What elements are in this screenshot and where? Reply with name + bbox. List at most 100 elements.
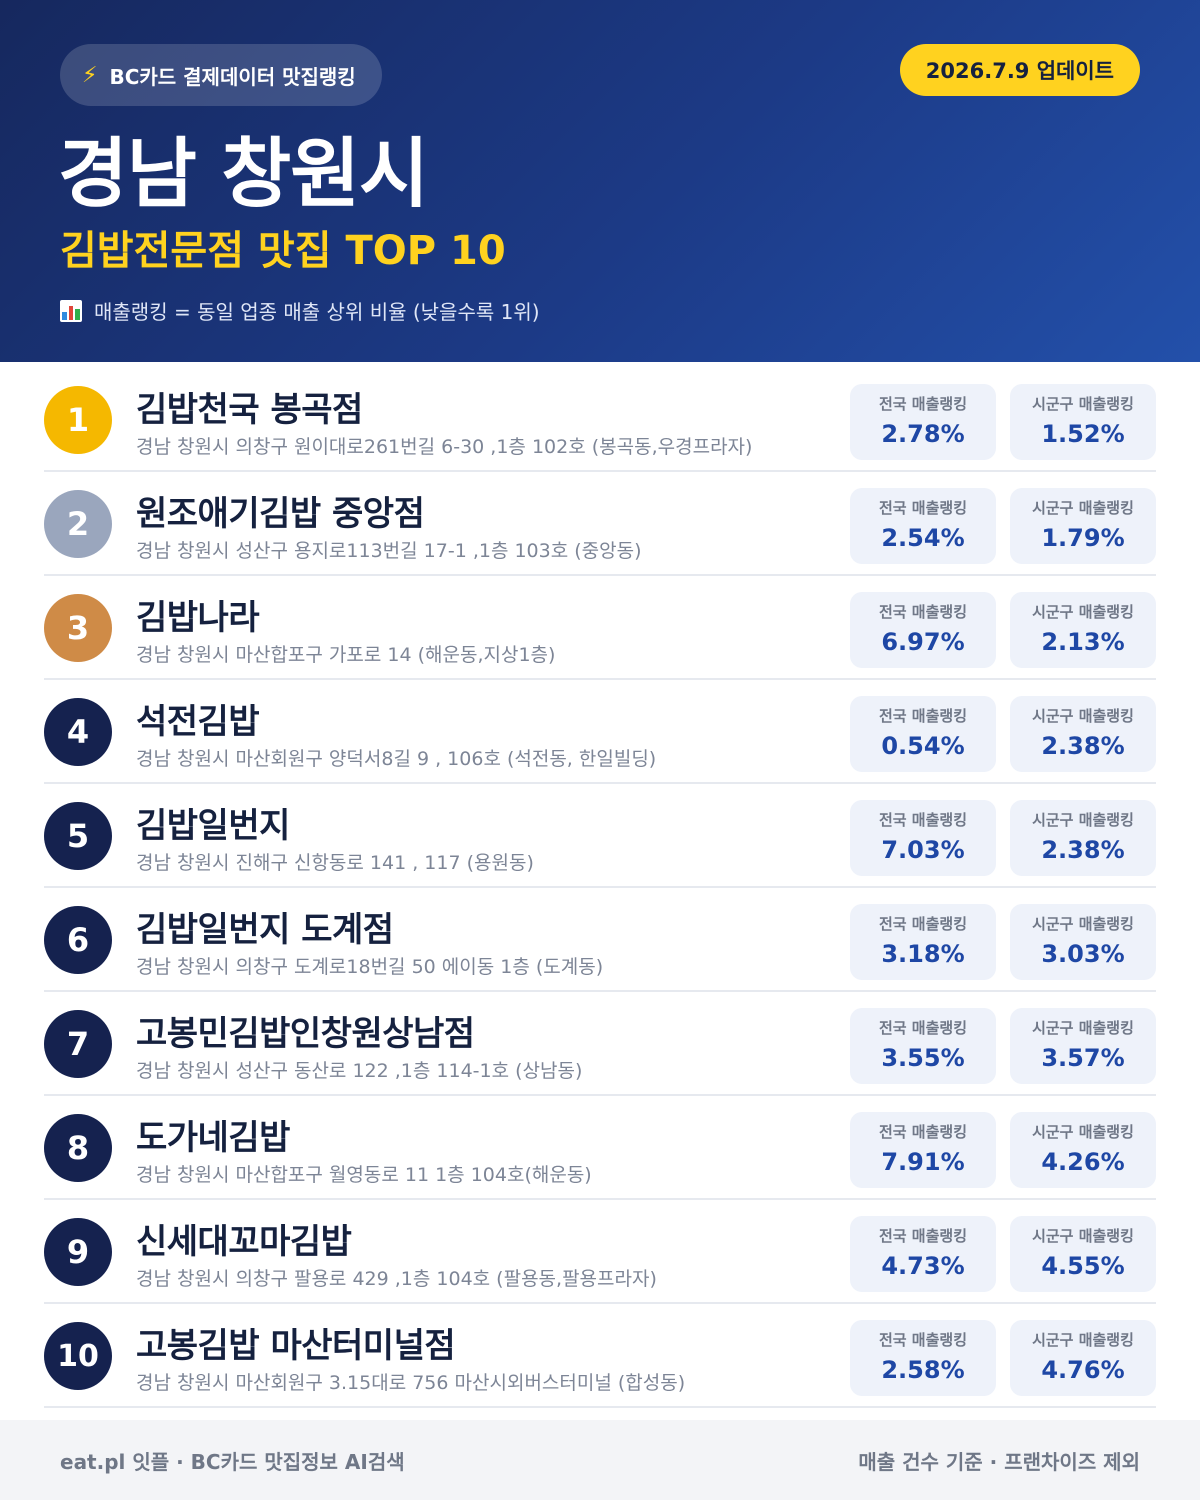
rank-badge: 2 xyxy=(44,490,112,558)
district-ranking-value: 2.38% xyxy=(1041,732,1125,760)
national-ranking-card: 전국 매출랭킹 2.78% xyxy=(850,384,996,460)
national-ranking-card: 전국 매출랭킹 2.58% xyxy=(850,1320,996,1396)
national-ranking-label: 전국 매출랭킹 xyxy=(878,915,968,933)
district-ranking-card: 시군구 매출랭킹 4.76% xyxy=(1010,1320,1156,1396)
national-ranking-value: 3.18% xyxy=(881,940,965,968)
national-ranking-label: 전국 매출랭킹 xyxy=(878,707,968,725)
district-ranking-value: 4.76% xyxy=(1041,1356,1125,1384)
header-banner: ⚡ BC카드 결제데이터 맛집랭킹 2026.7.9 업데이트 경남 창원시 김… xyxy=(0,0,1200,362)
rank-badge: 8 xyxy=(44,1114,112,1182)
national-ranking-card: 전국 매출랭킹 3.55% xyxy=(850,1008,996,1084)
district-ranking-label: 시군구 매출랭킹 xyxy=(1032,395,1134,413)
national-ranking-value: 3.55% xyxy=(881,1044,965,1072)
district-ranking-value: 2.13% xyxy=(1041,628,1125,656)
district-ranking-value: 4.55% xyxy=(1041,1252,1125,1280)
national-ranking-card: 전국 매출랭킹 7.91% xyxy=(850,1112,996,1188)
badge-text: BC카드 결제데이터 맛집랭킹 xyxy=(109,64,356,89)
restaurant-name: 석전김밥 xyxy=(136,702,260,742)
source-badge: ⚡ BC카드 결제데이터 맛집랭킹 xyxy=(60,44,382,106)
restaurant-address: 경남 창원시 마산합포구 월영동로 11 1층 104호(해운동) xyxy=(136,1164,592,1186)
national-ranking-value: 2.58% xyxy=(881,1356,965,1384)
national-ranking-value: 7.03% xyxy=(881,836,965,864)
restaurant-row[interactable]: 2 원조애기김밥 중앙점 경남 창원시 성산구 용지로113번길 17-1 ,1층 … xyxy=(44,472,1156,576)
district-ranking-value: 3.57% xyxy=(1041,1044,1125,1072)
district-ranking-label: 시군구 매출랭킹 xyxy=(1032,1123,1134,1141)
rank-badge: 7 xyxy=(44,1010,112,1078)
district-ranking-label: 시군구 매출랭킹 xyxy=(1032,1331,1134,1349)
national-ranking-value: 2.54% xyxy=(881,524,965,552)
lightning-bolt-icon: ⚡ xyxy=(82,62,98,88)
rank-badge: 1 xyxy=(44,386,112,454)
national-ranking-label: 전국 매출랭킹 xyxy=(878,499,968,517)
footer-note: 매출 건수 기준 · 프랜차이즈 제외 xyxy=(858,1449,1140,1474)
rank-badge: 4 xyxy=(44,698,112,766)
national-ranking-value: 6.97% xyxy=(881,628,965,656)
restaurant-address: 경남 창원시 의창구 팔용로 429 ,1층 104호 (팔용동,팔용프라자) xyxy=(136,1268,657,1290)
footer: eat.pl 잇플 · BC카드 맛집정보 AI검색 매출 건수 기준 · 프랜… xyxy=(0,1420,1200,1500)
national-ranking-value: 4.73% xyxy=(881,1252,965,1280)
restaurant-name: 김밥일번지 xyxy=(136,806,290,846)
restaurant-name: 김밥일번지 도계점 xyxy=(136,910,394,950)
restaurant-row[interactable]: 7 고봉민김밥인창원상남점 경남 창원시 성산구 동산로 122 ,1층 114-1… xyxy=(44,992,1156,1096)
district-ranking-label: 시군구 매출랭킹 xyxy=(1032,707,1134,725)
national-ranking-label: 전국 매출랭킹 xyxy=(878,603,968,621)
rank-badge: 9 xyxy=(44,1218,112,1286)
restaurant-row[interactable]: 8 도가네김밥 경남 창원시 마산합포구 월영동로 11 1층 104호(해운동) 전… xyxy=(44,1096,1156,1200)
district-ranking-card: 시군구 매출랭킹 1.79% xyxy=(1010,488,1156,564)
restaurant-address: 경남 창원시 진해구 신항동로 141 , 117 (용원동) xyxy=(136,852,534,874)
national-ranking-card: 전국 매출랭킹 2.54% xyxy=(850,488,996,564)
district-ranking-label: 시군구 매출랭킹 xyxy=(1032,1019,1134,1037)
district-ranking-label: 시군구 매출랭킹 xyxy=(1032,499,1134,517)
restaurant-name: 신세대꼬마김밥 xyxy=(136,1222,352,1262)
district-ranking-value: 1.79% xyxy=(1041,524,1125,552)
rank-badge: 6 xyxy=(44,906,112,974)
restaurant-address: 경남 창원시 성산구 용지로113번길 17-1 ,1층 103호 (중앙동) xyxy=(136,540,642,562)
national-ranking-card: 전국 매출랭킹 3.18% xyxy=(850,904,996,980)
page-title: 경남 창원시 xyxy=(58,129,429,218)
restaurant-address: 경남 창원시 마산회원구 3.15대로 756 마산시외버스터미널 (합성동) xyxy=(136,1372,686,1394)
district-ranking-card: 시군구 매출랭킹 1.52% xyxy=(1010,384,1156,460)
restaurant-address: 경남 창원시 성산구 동산로 122 ,1층 114-1호 (상남동) xyxy=(136,1060,583,1082)
district-ranking-card: 시군구 매출랭킹 2.38% xyxy=(1010,696,1156,772)
restaurant-name: 김밥천국 봉곡점 xyxy=(136,390,363,430)
district-ranking-label: 시군구 매출랭킹 xyxy=(1032,811,1134,829)
update-text: 2026.7.9 업데이트 xyxy=(925,59,1114,83)
restaurant-name: 김밥나라 xyxy=(136,598,260,638)
national-ranking-value: 0.54% xyxy=(881,732,965,760)
national-ranking-card: 전국 매출랭킹 0.54% xyxy=(850,696,996,772)
district-ranking-label: 시군구 매출랭킹 xyxy=(1032,603,1134,621)
national-ranking-label: 전국 매출랭킹 xyxy=(878,1227,968,1245)
national-ranking-card: 전국 매출랭킹 7.03% xyxy=(850,800,996,876)
district-ranking-card: 시군구 매출랭킹 3.57% xyxy=(1010,1008,1156,1084)
national-ranking-value: 2.78% xyxy=(881,420,965,448)
rank-badge: 3 xyxy=(44,594,112,662)
district-ranking-card: 시군구 매출랭킹 3.03% xyxy=(1010,904,1156,980)
update-date-badge: 2026.7.9 업데이트 xyxy=(899,44,1140,96)
national-ranking-card: 전국 매출랭킹 4.73% xyxy=(850,1216,996,1292)
district-ranking-label: 시군구 매출랭킹 xyxy=(1032,1227,1134,1245)
national-ranking-label: 전국 매출랭킹 xyxy=(878,1331,968,1349)
national-ranking-value: 7.91% xyxy=(881,1148,965,1176)
district-ranking-card: 시군구 매출랭킹 4.26% xyxy=(1010,1112,1156,1188)
rank-badge: 10 xyxy=(44,1322,112,1390)
restaurant-address: 경남 창원시 의창구 원이대로261번길 6-30 ,1층 102호 (봉곡동,… xyxy=(136,436,753,458)
district-ranking-card: 시군구 매출랭킹 2.13% xyxy=(1010,592,1156,668)
rank-badge: 5 xyxy=(44,802,112,870)
district-ranking-value: 4.26% xyxy=(1041,1148,1125,1176)
restaurant-name: 고봉김밥 마산터미널점 xyxy=(136,1326,456,1366)
restaurant-row[interactable]: 6 김밥일번지 도계점 경남 창원시 의창구 도계로18번길 50 에이동 1층 (… xyxy=(44,888,1156,992)
restaurant-address: 경남 창원시 마산합포구 가포로 14 (해운동,지상1층) xyxy=(136,644,556,666)
restaurant-address: 경남 창원시 마산회원구 양덕서8길 9 , 106호 (석전동, 한일빌딩) xyxy=(136,748,657,770)
bar-chart-icon xyxy=(60,299,82,322)
national-ranking-label: 전국 매출랭킹 xyxy=(878,1123,968,1141)
legend-text: 매출랭킹 = 동일 업종 매출 상위 비율 (낮을수록 1위) xyxy=(94,300,540,324)
district-ranking-card: 시군구 매출랭킹 4.55% xyxy=(1010,1216,1156,1292)
national-ranking-card: 전국 매출랭킹 6.97% xyxy=(850,592,996,668)
